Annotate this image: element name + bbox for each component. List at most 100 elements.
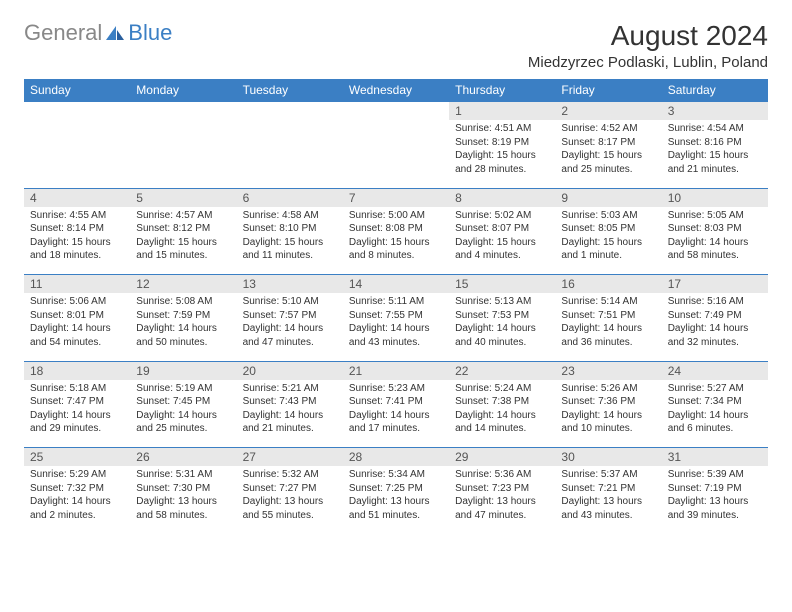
daylight-text: and 25 minutes. xyxy=(136,422,230,436)
day-number-cell: 6 xyxy=(237,188,343,207)
sunrise-text: Sunrise: 4:51 AM xyxy=(455,122,549,136)
day-number-cell: 7 xyxy=(343,188,449,207)
day-content-cell: Sunrise: 5:23 AMSunset: 7:41 PMDaylight:… xyxy=(343,380,449,448)
day-content-cell: Sunrise: 4:52 AMSunset: 8:17 PMDaylight:… xyxy=(555,120,661,188)
calendar-body: 123Sunrise: 4:51 AMSunset: 8:19 PMDaylig… xyxy=(24,102,768,535)
sunrise-text: Sunrise: 5:39 AM xyxy=(668,468,762,482)
daylight-text: and 4 minutes. xyxy=(455,249,549,263)
sunrise-text: Sunrise: 5:06 AM xyxy=(30,295,124,309)
daylight-text: Daylight: 15 hours xyxy=(668,149,762,163)
sunset-text: Sunset: 8:19 PM xyxy=(455,136,549,150)
day-content-cell xyxy=(130,120,236,188)
day-content-row: Sunrise: 5:18 AMSunset: 7:47 PMDaylight:… xyxy=(24,380,768,448)
sunset-text: Sunset: 7:19 PM xyxy=(668,482,762,496)
day-number-cell: 28 xyxy=(343,448,449,467)
day-number-row: 45678910 xyxy=(24,188,768,207)
sunset-text: Sunset: 7:23 PM xyxy=(455,482,549,496)
daylight-text: and 54 minutes. xyxy=(30,336,124,350)
day-content-cell: Sunrise: 5:39 AMSunset: 7:19 PMDaylight:… xyxy=(662,466,768,534)
day-number-cell: 15 xyxy=(449,275,555,294)
daylight-text: and 50 minutes. xyxy=(136,336,230,350)
sunrise-text: Sunrise: 4:58 AM xyxy=(243,209,337,223)
daylight-text: and 11 minutes. xyxy=(243,249,337,263)
daylight-text: Daylight: 14 hours xyxy=(30,495,124,509)
daylight-text: Daylight: 14 hours xyxy=(561,322,655,336)
day-content-cell: Sunrise: 5:34 AMSunset: 7:25 PMDaylight:… xyxy=(343,466,449,534)
day-content-cell: Sunrise: 5:05 AMSunset: 8:03 PMDaylight:… xyxy=(662,207,768,275)
sunset-text: Sunset: 7:59 PM xyxy=(136,309,230,323)
sunrise-text: Sunrise: 5:36 AM xyxy=(455,468,549,482)
day-number-cell: 18 xyxy=(24,361,130,380)
day-content-cell: Sunrise: 5:36 AMSunset: 7:23 PMDaylight:… xyxy=(449,466,555,534)
sunrise-text: Sunrise: 5:02 AM xyxy=(455,209,549,223)
daylight-text: Daylight: 14 hours xyxy=(136,409,230,423)
daylight-text: and 29 minutes. xyxy=(30,422,124,436)
sunset-text: Sunset: 7:57 PM xyxy=(243,309,337,323)
daylight-text: and 47 minutes. xyxy=(455,509,549,523)
sunrise-text: Sunrise: 5:08 AM xyxy=(136,295,230,309)
weekday-header: Monday xyxy=(130,79,236,102)
sunrise-text: Sunrise: 5:03 AM xyxy=(561,209,655,223)
day-content-cell: Sunrise: 4:58 AMSunset: 8:10 PMDaylight:… xyxy=(237,207,343,275)
day-content-row: Sunrise: 5:06 AMSunset: 8:01 PM Daylight:… xyxy=(24,293,768,361)
daylight-text: Daylight: 14 hours xyxy=(668,409,762,423)
sunset-text: Sunset: 7:27 PM xyxy=(243,482,337,496)
location: Miedzyrzec Podlaski, Lublin, Poland xyxy=(528,54,768,71)
sunrise-text: Sunrise: 5:37 AM xyxy=(561,468,655,482)
daylight-text: Daylight: 14 hours xyxy=(136,322,230,336)
daylight-text: Daylight: 15 hours xyxy=(561,149,655,163)
daylight-text: and 6 minutes. xyxy=(668,422,762,436)
sunset-text: Sunset: 7:49 PM xyxy=(668,309,762,323)
daylight-text: Daylight: 15 hours xyxy=(30,236,124,250)
sunrise-text: Sunrise: 5:11 AM xyxy=(349,295,443,309)
day-number-cell: 2 xyxy=(555,102,661,121)
daylight-text: and 39 minutes. xyxy=(668,509,762,523)
day-content-cell: Sunrise: 5:06 AMSunset: 8:01 PMDaylight:… xyxy=(24,293,130,361)
sunrise-text: Sunrise: 5:18 AM xyxy=(30,382,124,396)
daylight-text: and 25 minutes. xyxy=(561,163,655,177)
daylight-text: Daylight: 15 hours xyxy=(455,149,549,163)
daylight-text: and 43 minutes. xyxy=(349,336,443,350)
day-content-cell: Sunrise: 5:37 AMSunset: 7:21 PMDaylight:… xyxy=(555,466,661,534)
sunset-text: Sunset: 7:38 PM xyxy=(455,395,549,409)
day-number-row: 18192021222324 xyxy=(24,361,768,380)
day-content-cell: Sunrise: 5:26 AMSunset: 7:36 PMDaylight:… xyxy=(555,380,661,448)
sunset-text: Sunset: 8:03 PM xyxy=(668,222,762,236)
sunrise-text: Sunrise: 4:57 AM xyxy=(136,209,230,223)
logo-text-general: General xyxy=(24,20,102,46)
daylight-text: Daylight: 13 hours xyxy=(455,495,549,509)
day-number-cell: 5 xyxy=(130,188,236,207)
daylight-text: and 28 minutes. xyxy=(455,163,549,177)
sunrise-text: Sunrise: 5:32 AM xyxy=(243,468,337,482)
daylight-text: Daylight: 15 hours xyxy=(455,236,549,250)
day-number-cell: 31 xyxy=(662,448,768,467)
daylight-text: and 1 minute. xyxy=(561,249,655,263)
day-content-row: Sunrise: 4:51 AMSunset: 8:19 PMDaylight:… xyxy=(24,120,768,188)
daylight-text: Daylight: 15 hours xyxy=(349,236,443,250)
day-content-row: Sunrise: 5:29 AMSunset: 7:32 PMDaylight:… xyxy=(24,466,768,534)
daylight-text: and 2 minutes. xyxy=(30,509,124,523)
day-content-cell xyxy=(343,120,449,188)
sunset-text: Sunset: 7:53 PM xyxy=(455,309,549,323)
day-content-cell: Sunrise: 5:13 AMSunset: 7:53 PMDaylight:… xyxy=(449,293,555,361)
sunset-text: Sunset: 8:16 PM xyxy=(668,136,762,150)
sunset-text: Sunset: 8:01 PM xyxy=(30,309,124,323)
header: General Blue August 2024 Miedzyrzec Podl… xyxy=(24,20,768,71)
day-content-cell: Sunrise: 5:27 AMSunset: 7:34 PMDaylight:… xyxy=(662,380,768,448)
sunset-text: Sunset: 8:07 PM xyxy=(455,222,549,236)
daylight-text: and 10 minutes. xyxy=(561,422,655,436)
day-number-cell xyxy=(130,102,236,121)
weekday-header: Tuesday xyxy=(237,79,343,102)
sunset-text: Sunset: 7:30 PM xyxy=(136,482,230,496)
daylight-text: Daylight: 15 hours xyxy=(561,236,655,250)
day-number-cell: 30 xyxy=(555,448,661,467)
day-number-row: 11121314151617 xyxy=(24,275,768,294)
day-content-cell: Sunrise: 4:54 AMSunset: 8:16 PMDaylight:… xyxy=(662,120,768,188)
daylight-text: and 21 minutes. xyxy=(243,422,337,436)
daylight-text: Daylight: 15 hours xyxy=(243,236,337,250)
day-content-cell: Sunrise: 5:14 AMSunset: 7:51 PMDaylight:… xyxy=(555,293,661,361)
daylight-text: and 58 minutes. xyxy=(136,509,230,523)
day-number-cell: 8 xyxy=(449,188,555,207)
daylight-text: Daylight: 13 hours xyxy=(561,495,655,509)
sunset-text: Sunset: 7:41 PM xyxy=(349,395,443,409)
